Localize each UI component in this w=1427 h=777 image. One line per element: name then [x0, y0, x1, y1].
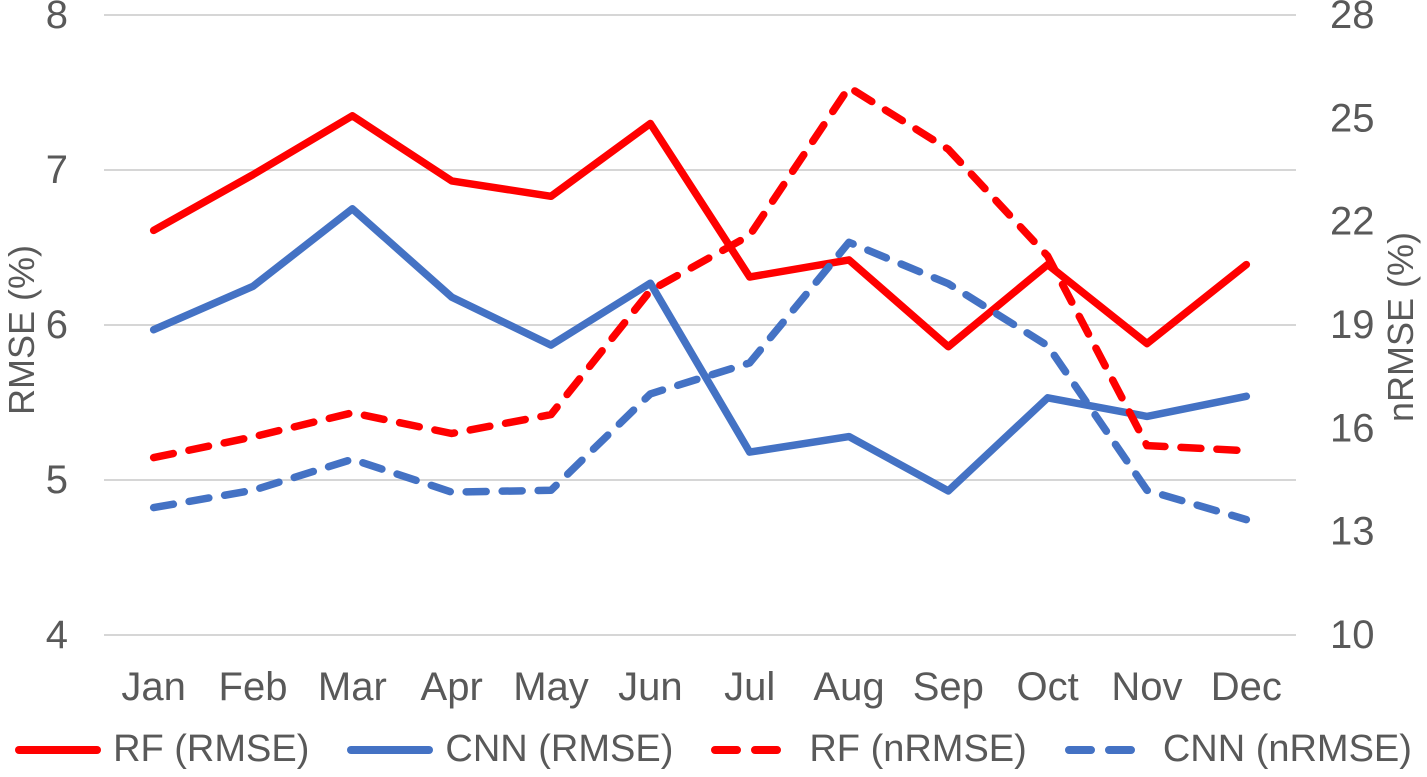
legend-swatch — [1064, 745, 1151, 754]
x-axis-tick-label: Apr — [421, 665, 483, 709]
left-axis-tick-label: 7 — [46, 148, 68, 192]
legend-label: CNN (nRMSE) — [1162, 728, 1412, 770]
x-axis-tick-label: Aug — [813, 665, 884, 709]
right-axis-title: nRMSE (%) — [1380, 231, 1421, 423]
x-axis-tick-label: Jan — [121, 665, 186, 709]
x-axis-tick-label: Jul — [724, 665, 775, 709]
series-line-cnn-rmse — [149, 205, 1251, 495]
x-axis-tick-label: Mar — [318, 665, 387, 709]
left-axis-tick-label: 8 — [46, 0, 68, 37]
legend-swatch — [347, 745, 434, 754]
right-axis-tick-label: 25 — [1330, 96, 1375, 140]
x-axis-tick-label: Dec — [1211, 665, 1282, 709]
legend-item-cnn-rmse: CNN (RMSE) — [347, 728, 673, 771]
x-axis-tick-label: Feb — [219, 665, 288, 709]
chart-legend: RF (RMSE) CNN (RMSE) RF (nRMSE) CNN (nRMSE) — [0, 728, 1427, 771]
legend-swatch — [15, 745, 102, 754]
x-axis-tick-label: Oct — [1017, 665, 1079, 709]
legend-swatch — [711, 745, 798, 754]
x-axis-tick-label: Nov — [1111, 665, 1182, 709]
chart-canvas: 8 7 6 5 4 28 25 22 19 16 13 10 Jan Feb Mar Apr May Jun Jul… — [46, 0, 1375, 709]
right-axis-tick-label: 28 — [1330, 0, 1375, 37]
series-line-rf-nrmse — [149, 83, 1251, 462]
legend-item-rf-rmse: RF (RMSE) — [15, 728, 309, 771]
left-axis-tick-label: 5 — [46, 458, 68, 502]
x-axis-tick-label: Jun — [618, 665, 683, 709]
right-axis-tick-label: 13 — [1330, 510, 1375, 554]
legend-item-rf-nrmse: RF (nRMSE) — [711, 728, 1027, 771]
legend-label: RF (nRMSE) — [809, 728, 1027, 770]
right-axis-tick-label: 22 — [1330, 200, 1375, 244]
x-axis-tick-label: May — [513, 665, 589, 709]
x-axis-tick-label: Sep — [913, 665, 984, 709]
left-axis-tick-label: 6 — [46, 303, 68, 347]
legend-label: CNN (RMSE) — [445, 728, 674, 770]
left-axis-tick-label: 4 — [46, 613, 68, 657]
right-axis-tick-label: 19 — [1330, 303, 1375, 347]
series-line-cnn-nrmse — [149, 238, 1251, 524]
legend-label: RF (RMSE) — [113, 728, 310, 770]
left-axis-title: RMSE (%) — [1, 245, 42, 415]
right-axis-tick-label: 10 — [1330, 613, 1375, 657]
right-axis-tick-label: 16 — [1330, 406, 1375, 450]
series-line-rf-rmse — [149, 112, 1251, 351]
legend-item-cnn-nrmse: CNN (nRMSE) — [1064, 728, 1412, 771]
